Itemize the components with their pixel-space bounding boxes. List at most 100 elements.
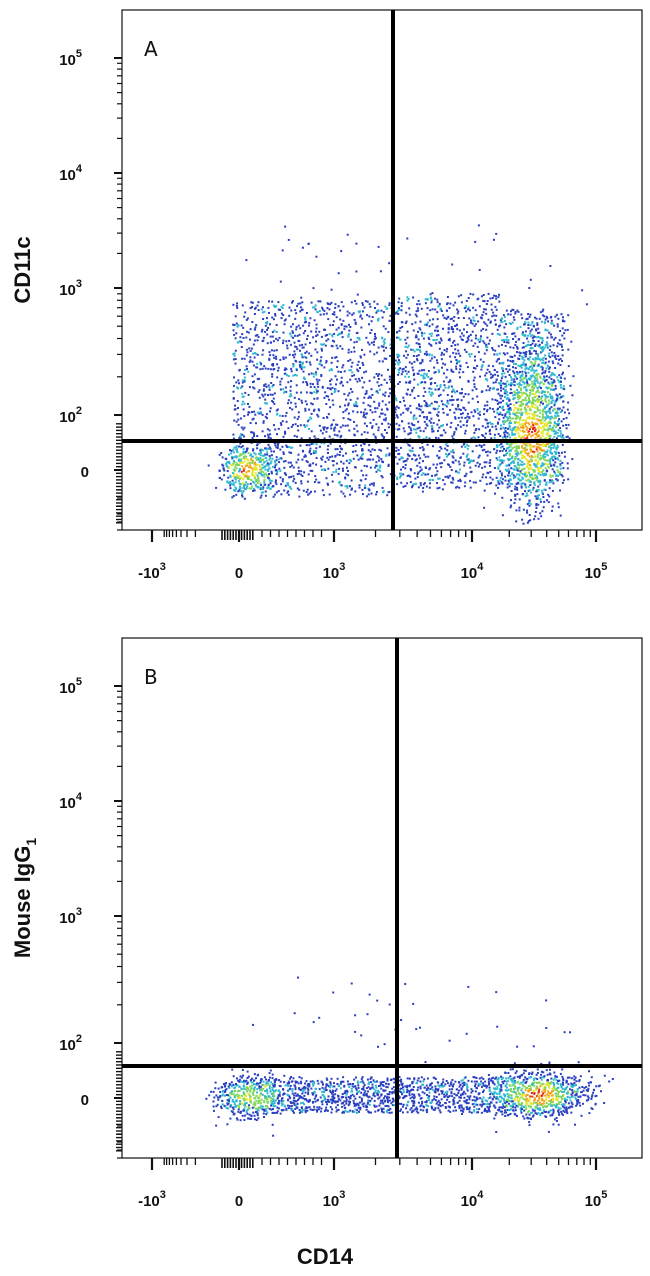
event-dot [446, 423, 448, 426]
event-dot [516, 416, 519, 419]
event-dot [559, 467, 562, 470]
event-dot [560, 386, 562, 389]
event-dot [368, 458, 370, 461]
event-dot [537, 336, 540, 338]
event-dot [543, 315, 546, 318]
event-dot [436, 482, 438, 484]
event-dot [239, 485, 241, 488]
event-dot [340, 381, 343, 384]
event-dot [255, 1094, 258, 1097]
event-dot [394, 359, 397, 362]
event-dot [531, 367, 534, 370]
event-dot [283, 319, 286, 322]
event-dot [532, 477, 535, 480]
event-dot [257, 479, 260, 482]
event-dot [255, 468, 258, 471]
event-dot [251, 301, 254, 304]
event-dot [415, 458, 418, 461]
event-dot [335, 423, 338, 426]
event-dot [335, 356, 338, 359]
event-dot [270, 460, 273, 463]
event-dot [269, 437, 272, 440]
event-dot [324, 334, 327, 337]
event-dot [516, 454, 519, 457]
event-dot [226, 1102, 229, 1105]
event-dot [377, 309, 380, 312]
event-dot [321, 308, 324, 311]
event-dot [252, 480, 255, 483]
event-dot [560, 473, 563, 476]
event-dot [436, 298, 439, 301]
event-dot [425, 403, 428, 405]
event-dot [334, 306, 337, 309]
event-dot [559, 432, 562, 435]
event-dot [289, 465, 292, 468]
event-dot [240, 458, 243, 461]
event-dot [501, 478, 504, 481]
event-dot [315, 330, 317, 333]
event-dot [366, 314, 369, 317]
event-dot [522, 493, 525, 495]
event-dot [541, 372, 544, 375]
event-dot [545, 451, 548, 453]
event-dot [254, 472, 257, 475]
event-dot [419, 328, 422, 331]
event-dot [469, 466, 472, 469]
event-dot [531, 380, 533, 383]
event-dot [259, 496, 262, 499]
event-dot [506, 435, 509, 438]
event-dot [426, 443, 429, 446]
event-dot [406, 336, 409, 339]
event-dot [504, 385, 507, 388]
event-dot [245, 354, 248, 357]
event-dot [513, 465, 516, 468]
event-dot [526, 503, 529, 506]
event-dot [546, 386, 549, 389]
event-dot [231, 457, 234, 460]
event-dot [444, 363, 447, 366]
event-dot [429, 383, 432, 386]
event-dot [547, 429, 550, 432]
event-dot [229, 481, 232, 483]
event-dot [474, 367, 477, 370]
event-dot [401, 368, 404, 371]
event-dot [376, 381, 379, 384]
event-dot [540, 432, 543, 434]
event-dot [521, 346, 524, 349]
event-dot [425, 436, 428, 439]
event-dot [491, 297, 494, 299]
event-dot [409, 475, 412, 478]
event-dot [325, 395, 328, 397]
event-dot [263, 479, 266, 482]
event-dot [242, 1085, 245, 1088]
event-dot [489, 464, 491, 467]
event-dot [440, 339, 443, 342]
event-dot [404, 345, 407, 348]
event-dot [301, 475, 304, 477]
event-dot [266, 333, 269, 336]
event-dot [492, 374, 494, 377]
event-dot [291, 408, 294, 411]
event-dot [501, 449, 504, 452]
event-dot [416, 303, 419, 306]
event-dot [462, 371, 465, 374]
event-dot [228, 1094, 231, 1097]
event-dot [433, 339, 436, 342]
event-dot [297, 458, 300, 461]
event-dot [549, 460, 552, 463]
event-dot [397, 353, 400, 356]
event-dot [472, 459, 475, 462]
event-dot [369, 458, 372, 461]
event-dot [270, 382, 273, 384]
event-dot [245, 447, 248, 450]
event-dot [310, 430, 313, 433]
event-dot [306, 338, 308, 341]
event-dot [435, 473, 438, 476]
event-dot [507, 459, 510, 462]
event-dot [495, 314, 498, 317]
event-dot [514, 436, 517, 439]
event-dot [436, 384, 439, 387]
event-dot [243, 1093, 246, 1096]
event-dot [309, 385, 312, 388]
event-dot [515, 363, 517, 366]
